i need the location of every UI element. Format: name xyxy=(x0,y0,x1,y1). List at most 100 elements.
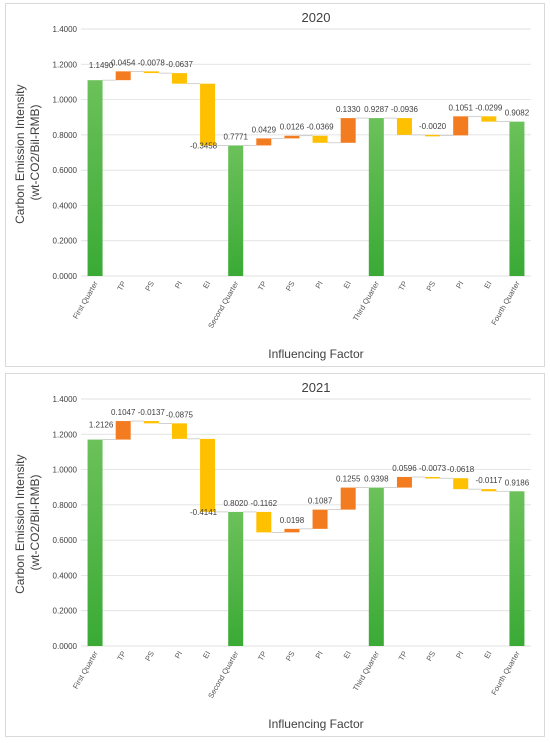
chart-2021-y-tick-label: 1.2000 xyxy=(53,430,78,439)
chart-2021-data-label: 0.9398 xyxy=(364,475,389,484)
chart-2020-bar-total xyxy=(509,121,525,276)
chart-2021-y-axis-title-line1: Carbon Emission Intensity xyxy=(13,454,27,593)
chart-2020-bar-increase xyxy=(340,118,356,143)
chart-2020-x-tick-label: EI xyxy=(482,280,493,291)
chart-2020-x-tick-label: EI xyxy=(342,280,353,291)
chart-2021-y-tick-label: 0.6000 xyxy=(53,536,78,545)
chart-2020-svg: 2020 0.0000 0.2000 0.4000 0.6000 0.8000 1.000… xyxy=(13,10,531,361)
chart-2021-data-label: -0.0073 xyxy=(419,464,447,473)
chart-2021-data-label: 0.1047 xyxy=(111,408,136,417)
chart-2021-x-tick-label: PI xyxy=(313,650,324,661)
chart-2021-data-label: 0.1255 xyxy=(336,475,361,484)
chart-2021-bar-total xyxy=(509,491,525,646)
chart-2021-data-label: -0.0137 xyxy=(138,408,166,417)
chart-2020-x-tick-label: TP xyxy=(397,280,410,293)
chart-2021-data-label: -0.0618 xyxy=(447,465,475,474)
chart-2021-bar-increase xyxy=(396,476,412,488)
chart-2021-data-label: -0.0117 xyxy=(476,476,503,485)
chart-2021-bar-decrease xyxy=(425,476,441,479)
chart-2021-bar-decrease xyxy=(453,478,469,490)
chart-2020-bar-increase xyxy=(453,116,469,136)
chart-2020-connectors xyxy=(102,70,510,146)
chart-2021-data-label: -0.1162 xyxy=(251,499,278,508)
chart-2020-bars xyxy=(87,71,525,277)
chart-2021-bar-increase xyxy=(284,528,300,533)
chart-2021-y-tick-label: 1.4000 xyxy=(53,395,78,404)
chart-2021-x-tick-label: First Quarter xyxy=(71,649,100,690)
chart-2020-y-axis-title-line1: Carbon Emission Intensity xyxy=(13,84,27,223)
chart-2021-bar-total xyxy=(228,511,244,646)
chart-2020-x-tick-label: Fourth Quarter xyxy=(489,279,522,327)
chart-2020-data-label: 0.7771 xyxy=(223,132,248,141)
chart-2020-x-tick-label: PI xyxy=(313,280,324,291)
chart-2021-x-tick-label: Fourth Quarter xyxy=(489,649,522,697)
chart-2020-bar-total xyxy=(87,80,103,277)
chart-2021-bar-increase xyxy=(115,421,131,440)
chart-2020-y-tick-label: 0.6000 xyxy=(53,166,78,175)
chart-2021-x-tick-label: TP xyxy=(397,650,410,663)
chart-2020-data-label: -0.3458 xyxy=(190,141,218,150)
chart-2021-bar-decrease xyxy=(200,438,216,512)
chart-2020-x-tick-label: Second Quarter xyxy=(206,279,241,330)
chart-2020-gridlines xyxy=(81,28,531,277)
chart-2020-data-label: 0.1051 xyxy=(448,103,473,112)
chart-2020-data-label: -0.0078 xyxy=(138,58,166,67)
chart-2020-data-label: -0.0637 xyxy=(166,60,194,69)
chart-2020-bar-total xyxy=(228,145,244,276)
chart-2021-connectors xyxy=(102,420,510,533)
chart-2020-bar-decrease xyxy=(143,71,159,74)
chart-2020-y-axis-title: Carbon Emission Intensity (wt-CO2/Bil-RM… xyxy=(13,81,42,224)
chart-2020-x-axis-title: Influencing Factor xyxy=(268,347,363,361)
chart-2021-data-label: 0.9186 xyxy=(505,478,530,487)
chart-2020-bar-decrease xyxy=(171,73,187,84)
chart-2021-bar-total xyxy=(368,487,384,646)
chart-2021-data-label: -0.4141 xyxy=(190,508,218,517)
chart-2021-panel: 2021 0.0000 0.2000 0.4000 0.6000 0.8000 1.000… xyxy=(5,373,545,737)
chart-2021-x-tick-label: PS xyxy=(424,650,437,663)
chart-2021-bars xyxy=(87,421,525,646)
chart-2021-bar-decrease xyxy=(171,423,187,439)
chart-2021-y-tick-label: 0.8000 xyxy=(53,501,78,510)
chart-2020-x-tick-label: EI xyxy=(201,280,212,291)
chart-2020-data-label: 0.0429 xyxy=(252,125,277,134)
chart-2021-y-tick-label: 1.0000 xyxy=(53,466,78,475)
chart-2020-data-label: -0.0020 xyxy=(419,122,447,131)
chart-2021-title: 2021 xyxy=(302,380,331,395)
chart-2021-data-label: 0.0596 xyxy=(392,464,417,473)
chart-2020-data-label: -0.0369 xyxy=(306,123,334,132)
chart-2020-x-tick-label: TP xyxy=(256,280,269,293)
chart-2021-y-ticks: 0.0000 0.2000 0.4000 0.6000 0.8000 1.0000 1.20… xyxy=(53,395,78,651)
chart-2021-gridlines xyxy=(81,398,531,647)
chart-2021-data-label: 0.0198 xyxy=(280,516,305,525)
chart-2020-data-label: -0.0936 xyxy=(391,105,419,114)
chart-2021-y-tick-label: 0.4000 xyxy=(53,571,78,580)
chart-2020-bar-decrease xyxy=(396,118,412,135)
chart-2020-data-label: 0.9287 xyxy=(364,105,389,114)
chart-2021-y-tick-label: 0.2000 xyxy=(53,607,78,616)
chart-2020-bar-increase xyxy=(256,138,272,146)
chart-2020-data-label: 0.9082 xyxy=(505,109,530,118)
chart-2020-data-label: 0.0126 xyxy=(280,123,305,132)
chart-2021-bar-increase xyxy=(312,509,328,529)
chart-2021-x-tick-label: PS xyxy=(143,650,156,663)
chart-2020-title: 2020 xyxy=(302,10,331,25)
chart-2020-x-tick-label: PS xyxy=(284,280,297,293)
chart-2021-bar-decrease xyxy=(143,421,159,424)
chart-2021-y-axis-title: Carbon Emission Intensity (wt-CO2/Bil-RM… xyxy=(13,451,42,594)
chart-2020-x-tick-label: First Quarter xyxy=(71,279,100,320)
chart-2021-x-tick-label: TP xyxy=(256,650,269,663)
chart-2020-y-tick-label: 1.2000 xyxy=(53,60,78,69)
chart-2020-y-tick-label: 0.0000 xyxy=(53,272,78,281)
chart-2020-x-tick-label: PS xyxy=(143,280,156,293)
chart-2020-y-tick-label: 0.2000 xyxy=(53,237,78,246)
chart-2020-bar-increase xyxy=(115,71,131,81)
chart-2021-x-tick-label: EI xyxy=(482,650,493,661)
chart-2020-bar-increase xyxy=(284,135,300,139)
chart-2021-x-tick-label: Second Quarter xyxy=(206,649,241,700)
chart-2021-bar-increase xyxy=(340,487,356,510)
chart-2020-data-label: 0.1330 xyxy=(336,105,361,114)
chart-2021-x-tick-label: EI xyxy=(342,650,353,661)
chart-2021-x-tick-label: PI xyxy=(173,650,184,661)
chart-2020-bar-decrease xyxy=(481,116,497,122)
